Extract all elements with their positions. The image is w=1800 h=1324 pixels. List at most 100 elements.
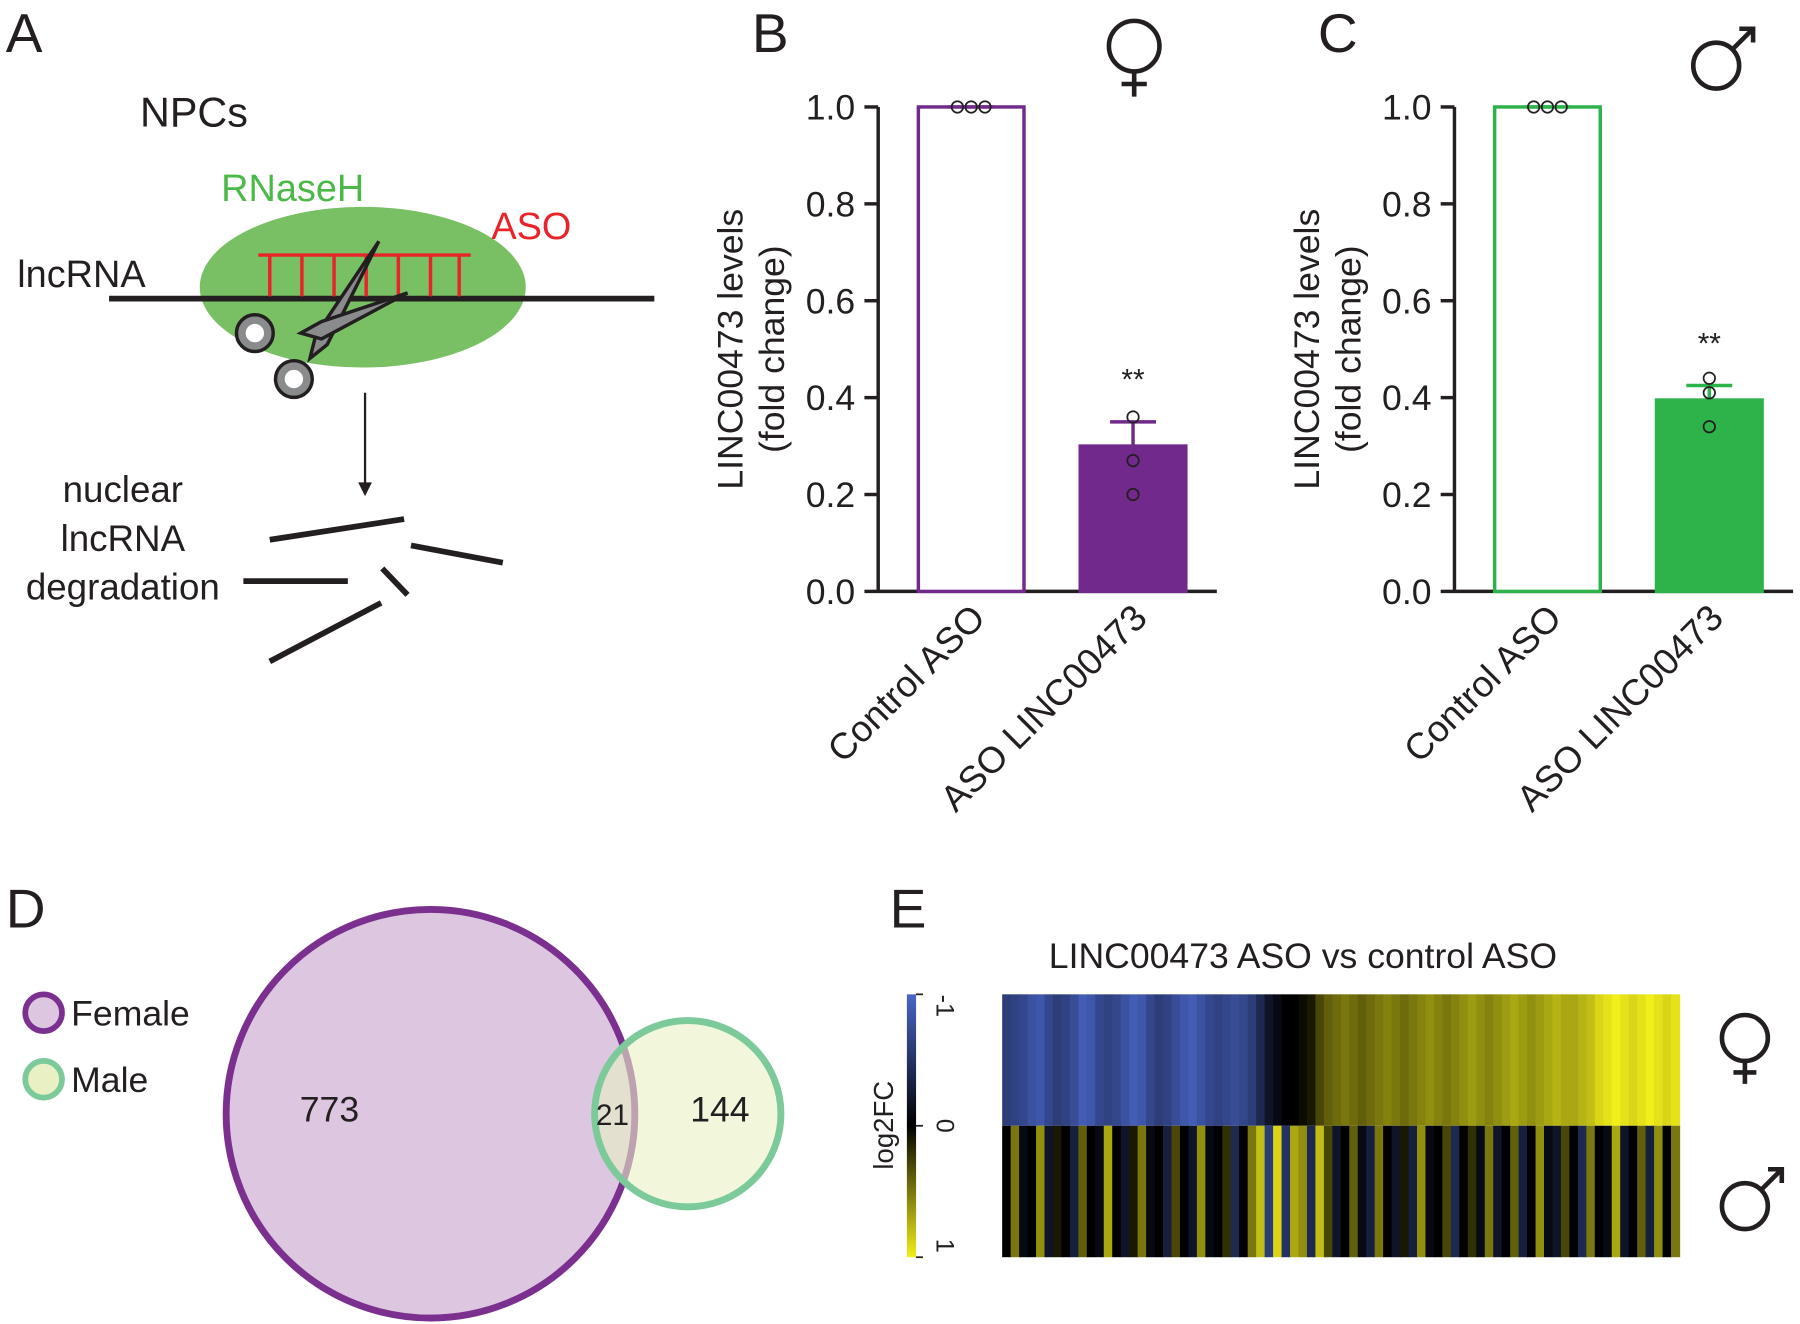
heatmap-cell: [1493, 1125, 1503, 1258]
diagram: A NPCs RNaseH ASO lncRNA nuclear lncRNA …: [6, 2, 1358, 940]
heatmap-cell: [1323, 1125, 1334, 1258]
heatmap-cell: [1484, 994, 1494, 1126]
heatmap-cell: [1383, 1125, 1393, 1258]
heatmap-cell: [1391, 994, 1401, 1126]
heatmap-cell: [1281, 994, 1291, 1126]
panel-label: D: [6, 878, 46, 940]
heatmap-cell: [1103, 994, 1113, 1126]
oligo-label: ASO: [491, 206, 571, 248]
female-symbol: [1719, 1012, 1771, 1064]
heatmap-cell: [1129, 1125, 1139, 1258]
heatmap-cell: [1654, 1125, 1664, 1258]
heatmap-cell: [1349, 994, 1359, 1126]
heatmap-cell: [1171, 1125, 1181, 1258]
heatmap-cell: [1501, 994, 1511, 1126]
legend-marker: [22, 1058, 65, 1101]
panel-label: B: [752, 2, 789, 64]
panel-label: E: [890, 878, 927, 940]
enzyme-shape: [199, 206, 526, 368]
heatmap-cell: [1036, 994, 1046, 1126]
heatmap-cell: [1069, 1125, 1080, 1258]
data-point: [1702, 420, 1716, 434]
heatmap-cell: [1222, 994, 1232, 1126]
heatmap-cell: [1374, 994, 1384, 1126]
heatmap-cell: [1620, 1125, 1630, 1258]
heatmap-cell: [1433, 994, 1444, 1126]
heatmap-cell: [1163, 994, 1173, 1126]
male-symbol: [1690, 40, 1742, 91]
heatmap-cell: [1518, 1125, 1528, 1258]
heatmap-cell: [1349, 1125, 1359, 1258]
heatmap-cell: [1213, 994, 1223, 1126]
female-symbol: [1106, 18, 1162, 74]
heatmap-cell: [1315, 994, 1325, 1126]
y-axis-label: LINC00473 levels: [1287, 209, 1327, 490]
data-point: [1126, 410, 1140, 424]
heatmap-cell: [1078, 994, 1088, 1126]
heatmap-cell: [1340, 994, 1350, 1126]
heatmap-cell: [1129, 994, 1139, 1126]
heatmap-cell: [1103, 1125, 1113, 1258]
heatmap-cell: [1637, 1125, 1647, 1258]
heatmap-cell: [1188, 994, 1198, 1126]
panel-label: A: [6, 2, 43, 64]
heatmap-cell: [1002, 994, 1012, 1126]
heatmap-cell: [1535, 994, 1545, 1126]
heatmap-cell: [1459, 994, 1469, 1126]
heatmap-cell: [1137, 994, 1147, 1126]
heatmap-cell: [1544, 994, 1554, 1126]
heatmap-cell: [1196, 1125, 1207, 1258]
heatmap-cell: [1577, 994, 1588, 1126]
heatmap-cell: [1010, 1125, 1020, 1258]
heatmap-cell: [1239, 1125, 1249, 1258]
heatmap-cell: [1374, 1125, 1384, 1258]
heatmap-cell: [1569, 1125, 1579, 1258]
colorbar-label: log2FC: [868, 1081, 899, 1170]
heatmap-cell: [1290, 994, 1300, 1126]
y-axis-label: (fold change): [1328, 245, 1368, 453]
heatmap-cell: [1654, 994, 1664, 1126]
heatmap-cell: [1628, 1125, 1638, 1258]
legend-label: Female: [71, 993, 190, 1033]
heatmap-cell: [1239, 994, 1249, 1126]
heatmap-cell: [1230, 1125, 1240, 1258]
heatmap-cell: [1120, 1125, 1130, 1258]
heatmap-cell: [1518, 994, 1528, 1126]
y-tick-label: 0.4: [1382, 378, 1431, 418]
data-point: [1126, 454, 1140, 468]
heatmap-cell: [1120, 994, 1130, 1126]
heatmap-cell: [1603, 1125, 1613, 1258]
heatmap-cell: [1264, 994, 1274, 1126]
heatmap-cell: [1290, 1125, 1300, 1258]
legend-label: Male: [71, 1060, 148, 1100]
heatmap-cell: [1069, 994, 1080, 1126]
data-point: [964, 100, 978, 114]
bar: [1654, 398, 1764, 594]
venn-count: 773: [300, 1090, 359, 1130]
heatmap-cell: [1061, 994, 1071, 1126]
y-tick-label: 0.2: [1382, 475, 1431, 515]
enzyme-label: RNaseH: [221, 168, 364, 210]
data-point: [1126, 487, 1140, 502]
heatmap-cell: [1476, 994, 1486, 1126]
y-tick-label: 0.0: [806, 572, 855, 612]
y-tick-label: 0.4: [806, 378, 855, 418]
fragments: [243, 516, 504, 664]
heatmap-cell: [1332, 994, 1342, 1126]
heatmap-cell: [1112, 1125, 1122, 1258]
heatmap-cell: [1298, 994, 1308, 1126]
colorbar: [906, 994, 917, 1258]
y-tick-label: 0.8: [806, 184, 855, 224]
heatmap-cell: [1560, 994, 1571, 1126]
male-symbol: [1768, 1166, 1785, 1184]
heatmap-cell: [1230, 994, 1240, 1126]
significance: **: [1698, 327, 1722, 360]
scissors-hole: [245, 323, 265, 343]
heatmap-cell: [1620, 994, 1630, 1126]
heatmap-cell: [1163, 1125, 1173, 1258]
male-symbol: [1759, 1167, 1784, 1192]
y-tick-label: 0.0: [1382, 572, 1431, 612]
heatmap-cell: [1662, 1125, 1672, 1258]
